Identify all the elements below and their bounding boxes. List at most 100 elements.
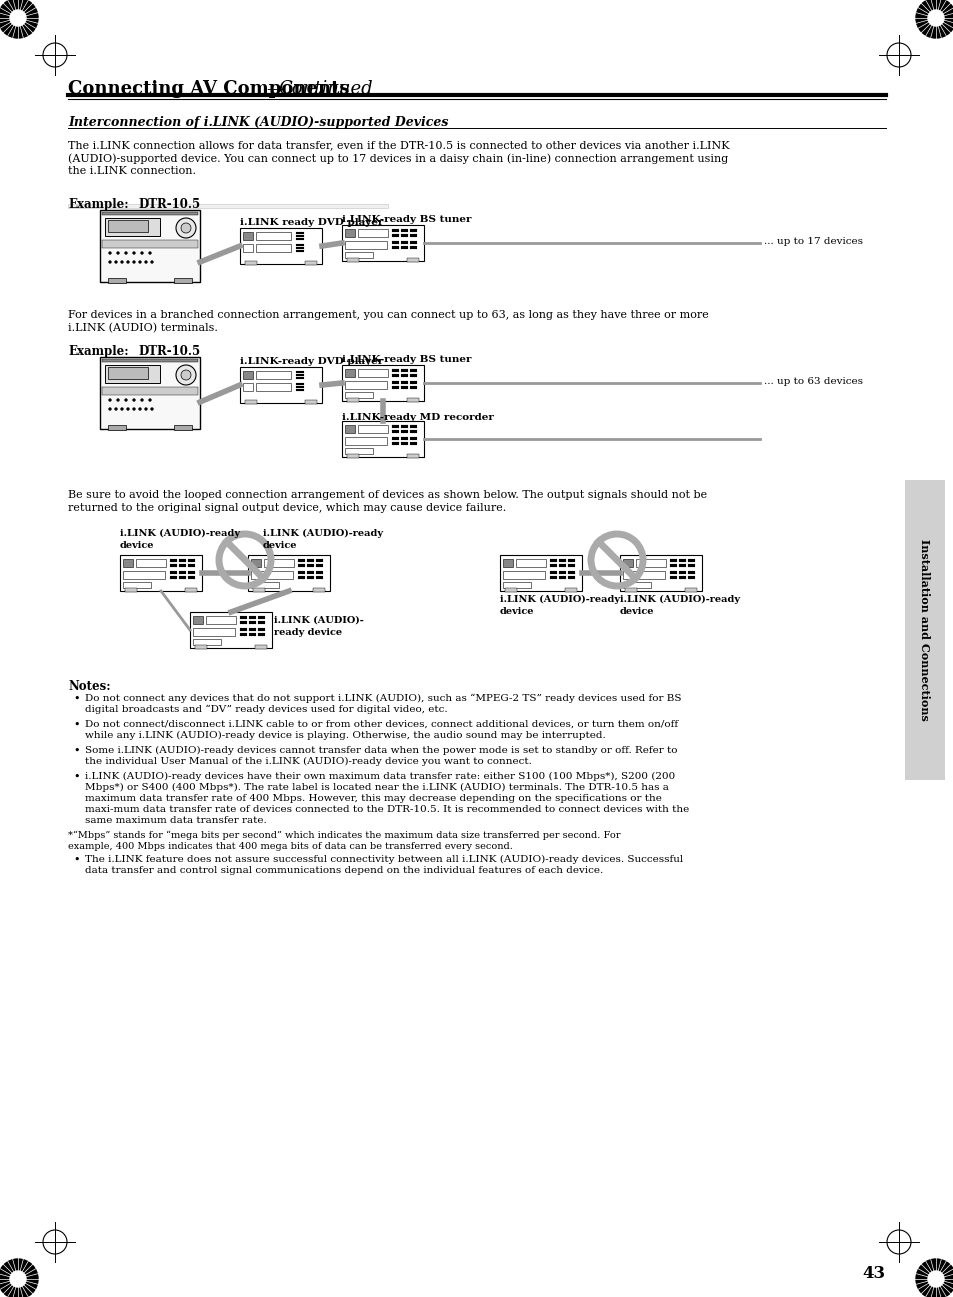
Bar	[179, 564, 186, 567]
Circle shape	[10, 10, 26, 26]
Bar	[345, 392, 373, 398]
Text: i.LINK-ready MD recorder: i.LINK-ready MD recorder	[341, 412, 494, 422]
Text: i.LINK ready DVD player: i.LINK ready DVD player	[240, 218, 383, 227]
Bar	[305, 399, 316, 403]
Bar	[622, 559, 633, 567]
Bar	[249, 628, 255, 632]
Bar	[558, 564, 565, 567]
Bar	[295, 377, 304, 379]
Bar	[251, 582, 278, 588]
Text: •: •	[73, 720, 79, 730]
Bar	[550, 559, 557, 562]
Bar	[558, 559, 565, 562]
Bar	[679, 571, 685, 575]
Text: digital broadcasts and “DV” ready devices used for digital video, etc.: digital broadcasts and “DV” ready device…	[85, 706, 447, 715]
Bar	[243, 232, 253, 240]
Bar	[687, 564, 695, 567]
Bar	[392, 425, 398, 428]
Bar	[357, 370, 388, 377]
Text: device: device	[619, 607, 654, 616]
Bar	[341, 224, 423, 261]
Bar	[102, 359, 198, 362]
Bar	[108, 278, 126, 283]
Text: 43: 43	[862, 1265, 885, 1281]
Bar	[179, 576, 186, 578]
Circle shape	[0, 1259, 38, 1297]
Circle shape	[125, 252, 128, 254]
Bar	[550, 564, 557, 567]
Bar	[410, 230, 416, 232]
Bar	[255, 232, 291, 240]
Bar	[400, 246, 408, 249]
Bar	[136, 559, 166, 567]
Bar	[504, 588, 517, 591]
Circle shape	[109, 407, 112, 410]
Bar	[295, 250, 304, 252]
Bar	[243, 383, 253, 390]
Bar	[550, 571, 557, 575]
Text: same maximum data transfer rate.: same maximum data transfer rate.	[85, 816, 267, 825]
Circle shape	[127, 407, 130, 410]
Bar	[516, 559, 545, 567]
Bar	[295, 239, 304, 240]
Bar	[410, 442, 416, 445]
Bar	[251, 571, 293, 578]
Bar	[347, 454, 358, 458]
Text: Do not connect any devices that do not support i.LINK (AUDIO), such as “MPEG-2 T: Do not connect any devices that do not s…	[85, 694, 680, 703]
Circle shape	[140, 252, 143, 254]
Bar	[170, 564, 177, 567]
Text: ... up to 63 devices: ... up to 63 devices	[763, 377, 862, 387]
Bar	[400, 230, 408, 232]
Bar	[108, 220, 148, 232]
Text: i.LINK (AUDIO)-ready: i.LINK (AUDIO)-ready	[120, 529, 240, 538]
Bar	[295, 389, 304, 390]
Circle shape	[132, 252, 135, 254]
Bar	[100, 210, 200, 281]
Bar	[255, 383, 291, 390]
Bar	[345, 370, 355, 377]
Circle shape	[181, 223, 191, 233]
Bar	[257, 628, 265, 632]
Circle shape	[151, 261, 153, 263]
Bar	[297, 564, 305, 567]
Text: i.LINK (AUDIO)-ready: i.LINK (AUDIO)-ready	[499, 595, 619, 604]
Text: (AUDIO)-supported device. You can connect up to 17 devices in a daisy chain (in-: (AUDIO)-supported device. You can connec…	[68, 153, 727, 163]
Circle shape	[114, 407, 117, 410]
Bar	[567, 576, 575, 578]
Text: Some i.LINK (AUDIO)-ready devices cannot transfer data when the power mode is se: Some i.LINK (AUDIO)-ready devices cannot…	[85, 746, 677, 755]
Bar	[102, 211, 198, 215]
Bar	[102, 240, 198, 248]
Text: example, 400 Mbps indicates that 400 mega bits of data can be transferred every : example, 400 Mbps indicates that 400 meg…	[68, 842, 513, 851]
Bar	[619, 555, 701, 591]
Bar	[249, 621, 255, 624]
Bar	[194, 645, 207, 648]
Circle shape	[114, 261, 117, 263]
Bar	[185, 588, 196, 591]
Text: •: •	[73, 772, 79, 782]
Circle shape	[125, 398, 128, 402]
Bar	[410, 381, 416, 384]
Bar	[392, 437, 398, 440]
Bar	[392, 246, 398, 249]
Bar	[502, 571, 544, 578]
Circle shape	[175, 218, 195, 239]
Bar	[400, 233, 408, 237]
Text: Example:: Example:	[68, 345, 129, 358]
Bar	[567, 571, 575, 575]
Bar	[295, 246, 304, 249]
Bar	[341, 422, 423, 457]
Text: the individual User Manual of the i.LINK (AUDIO)-ready device you want to connec: the individual User Manual of the i.LINK…	[85, 757, 532, 767]
Bar	[357, 425, 388, 433]
Bar	[188, 576, 194, 578]
Bar	[240, 628, 247, 632]
Bar	[68, 204, 388, 208]
Bar	[669, 576, 677, 578]
Bar	[679, 559, 685, 562]
Bar	[407, 258, 418, 262]
Text: device: device	[263, 541, 297, 550]
Bar	[392, 431, 398, 433]
Circle shape	[149, 398, 152, 402]
Text: •: •	[73, 855, 79, 865]
Bar	[550, 576, 557, 578]
Text: DTR-10.5: DTR-10.5	[138, 198, 200, 211]
